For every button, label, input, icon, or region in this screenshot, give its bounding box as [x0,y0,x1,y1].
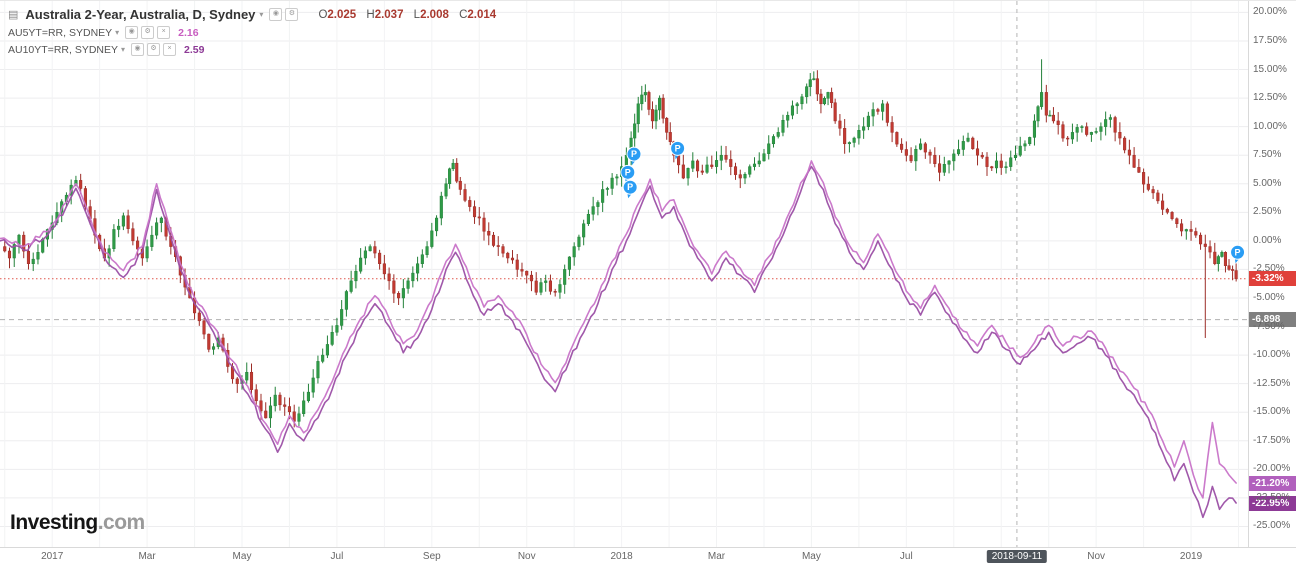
position-marker[interactable]: P [622,179,638,199]
time-tick-label: 2019 [1179,551,1203,562]
au5yt-price-badge: -21.20% [1249,475,1296,491]
close-icon[interactable]: × [157,26,171,39]
chevron-down-icon[interactable]: ▾ [115,28,120,37]
svg-text:P: P [627,182,633,192]
price-tick-label: -15.00% [1253,406,1291,418]
svg-text:P: P [1235,247,1241,257]
high-value: 2.037 [374,8,404,21]
price-tick-label: 20.00% [1253,6,1287,18]
investing-logo: Investing.com [10,511,145,535]
overlay-series-row-au5yt[interactable]: AU5YT=RR, SYDNEY ▾ ◉ ⚙ × 2.16 [8,26,496,39]
price-tick-label: -12.50% [1253,377,1291,389]
low-value: 2.008 [420,8,449,21]
open-label: O [318,8,328,21]
gear-icon[interactable]: ⚙ [147,43,161,56]
time-scale[interactable]: 2017 Mar May Jul Sep Nov 2018 Mar May Jul 2018-09-… [0,547,1296,567]
logo-part2: .com [97,511,146,534]
price-tick-label: -22.50% [1253,491,1291,503]
price-tick-label: 0.00% [1253,234,1282,246]
low-label: L [413,8,421,21]
eye-icon[interactable]: ◉ [131,43,145,56]
price-tick-label: 12.50% [1253,92,1287,104]
high-label: H [366,8,375,21]
au10yt-label[interactable]: AU10YT=RR, SYDNEY [8,43,118,56]
price-tick-label: 2.50% [1253,206,1282,218]
price-tick-label: 5.00% [1253,177,1282,189]
eye-icon[interactable]: ◉ [269,8,283,21]
close-icon[interactable]: × [163,43,177,56]
au5yt-label[interactable]: AU5YT=RR, SYDNEY [8,26,113,39]
reference-price-badge: -6.898 [1249,312,1296,328]
price-tick-label: 17.50% [1253,34,1287,46]
price-tick-label: -10.00% [1253,349,1291,361]
eye-icon[interactable]: ◉ [125,26,139,39]
overlay-series-row-au10yt[interactable]: AU10YT=RR, SYDNEY ▾ ◉ ⚙ × 2.59 [8,43,496,56]
time-tick-label: 2017 [41,551,64,562]
au5yt-value: 2.16 [178,26,199,39]
price-tick-label: -25.00% [1253,520,1291,532]
time-tick-label: Nov [517,551,536,562]
time-tick-label: Mar [138,551,156,562]
gear-icon[interactable]: ⚙ [285,8,299,21]
time-tick-label: May [801,551,821,562]
price-tick-label: -5.00% [1253,291,1285,303]
gear-icon[interactable]: ⚙ [141,26,155,39]
au10yt-price-badge: -22.95% [1249,495,1296,511]
last-price-badge: -3.32% [1249,271,1296,287]
price-tick-label: -7.50% [1253,320,1285,332]
instrument-title[interactable]: Australia 2-Year, Australia, D, Sydney [25,7,256,22]
svg-text:P: P [631,149,637,159]
price-tick-label: 15.00% [1253,63,1287,75]
price-scale[interactable]: -3.32% -6.898 -21.20% -22.95% 20.00% 17.5… [1248,1,1296,547]
ohlc-values: O2.025 H2.037 L2.008 C2.014 [311,9,496,21]
price-tick-label: 10.00% [1253,120,1287,132]
time-tick-label: Mar [707,551,726,562]
close-label: C [459,8,468,21]
close-value: 2.014 [467,8,497,21]
instrument-icon: ▤ [8,9,19,21]
price-tick-label: -17.50% [1253,434,1291,446]
position-marker[interactable]: P [626,146,642,166]
instrument-row[interactable]: ▤ Australia 2-Year, Australia, D, Sydney… [8,7,496,22]
time-tick-label: Nov [1087,551,1106,562]
price-tick-label: -20.00% [1253,463,1291,475]
chevron-down-icon[interactable]: ▾ [259,10,264,19]
position-marker[interactable]: P [670,140,686,160]
open-value: 2.025 [327,8,357,21]
au10yt-value: 2.59 [184,43,205,56]
chevron-down-icon[interactable]: ▾ [121,45,126,54]
time-tick-label: Jul [330,551,344,562]
price-tick-label: -2.50% [1253,263,1285,275]
price-tick-label: 7.50% [1253,149,1282,161]
time-tick-label: 2018 [610,551,633,562]
position-marker[interactable]: P [1230,244,1246,264]
time-tick-label: Sep [422,551,441,562]
svg-text:P: P [625,167,631,177]
time-tick-highlighted: 2018-09-11 [986,550,1048,563]
logo-part1: Investing [10,511,98,534]
svg-text:P: P [675,143,681,153]
time-tick-label: May [232,551,252,562]
time-tick-label: Jul [899,551,913,562]
chart-legend: ▤ Australia 2-Year, Australia, D, Sydney… [8,7,496,60]
